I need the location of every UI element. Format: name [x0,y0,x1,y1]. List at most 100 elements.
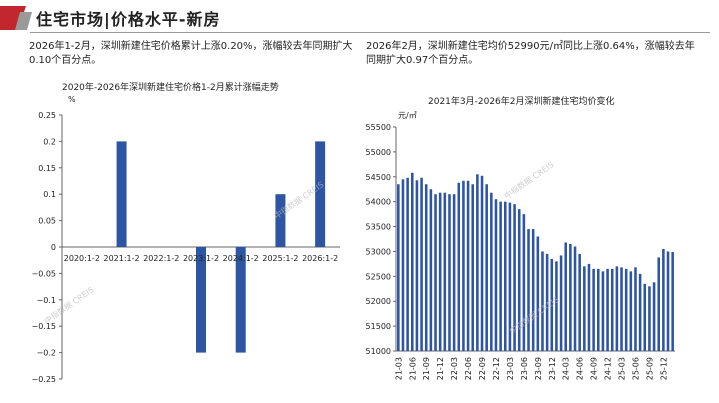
bar [569,243,572,351]
header-divider [30,32,710,33]
bar [638,273,642,351]
bar [438,192,442,351]
y-tick-label: 0 [51,243,56,252]
bar [573,246,577,351]
x-tick-label: 2024:1-2 [223,254,259,263]
y-tick-label: 0.15 [38,164,56,173]
x-tick-label: 22-12 [492,357,501,380]
bar [578,253,581,351]
bar [401,179,405,351]
x-tick-label: 25-09 [645,357,654,380]
x-tick-label: 21-09 [422,357,431,380]
right-chart: 元/㎡ 55500 55000 54500 54000 53500 53000 52500 52… [366,111,675,380]
y-axis-unit: 元/㎡ [398,111,417,120]
bar [652,282,656,351]
x-tick-label: 21-06 [408,357,417,380]
y-tick-label: −0.15 [31,322,56,331]
bar [397,184,400,351]
bar [443,192,447,351]
y-tick-label: −0.2 [37,349,56,358]
x-tick-label: 23-12 [548,357,557,380]
x-tick-label: 2025:1-2 [262,254,298,263]
bar [666,251,670,351]
bar [466,180,470,351]
bar [643,283,647,351]
bar [415,180,419,351]
bar [559,255,563,351]
bar [424,184,428,351]
x-tick-label: 2023:1-2 [183,254,219,263]
y-tick-label: 51500 [366,322,391,331]
bar [429,189,433,351]
bar [545,253,549,351]
x-tick-label: 22-09 [478,357,487,380]
y-tick-label: 53000 [366,247,391,256]
right-description: 2026年2月，深圳新建住宅均价52990元/㎡同比上涨0.64%，涨幅较去年同… [366,41,695,66]
left-chart-title: 2020年-2026年深圳新建住宅价格1-2月累计涨幅走势 [62,83,279,93]
x-tick-label: 21-12 [436,357,445,380]
bar [555,261,558,351]
x-tick-label: 22-06 [464,357,473,380]
x-tick-label: 25-12 [659,357,668,380]
x-tick-label: 24-03 [562,357,571,380]
bar [564,242,568,351]
bar [503,201,507,351]
y-tick-label: −0.1 [37,296,56,305]
bar [508,202,512,351]
x-tick-label: 2022:1-2 [143,254,179,263]
bar [648,286,651,351]
bar [434,194,437,351]
y-tick-label: 54500 [366,173,391,182]
bar [517,209,521,351]
right-chart-title: 2021年3月-2026年2月深圳新建住宅均价变化 [428,97,615,107]
bar [235,247,246,353]
y-tick-label: 51000 [366,347,391,356]
bar [583,266,586,351]
bar [462,180,465,351]
y-tick-label: 52000 [366,297,391,306]
bar [671,251,674,351]
x-tick-label: 24-09 [590,357,599,380]
bar [615,266,619,351]
bar [550,258,554,351]
bar [662,248,665,351]
bar [536,236,540,351]
bar [657,257,661,351]
x-tick-label: 23-06 [520,357,529,380]
x-tick-label: 22-03 [450,357,459,380]
bar [596,268,600,351]
y-tick-label: 0.05 [38,217,56,226]
bar [406,177,409,351]
y-tick-label: −0.05 [31,269,56,278]
left-description: 2026年1-2月，深圳新建住宅价格累计上涨0.20%，涨幅较去年同期扩大0.1… [29,41,353,66]
bar [476,174,479,351]
y-axis-unit: % [68,95,76,104]
y-tick-label: 0.25 [38,111,56,120]
bar [587,263,591,351]
bar [452,194,456,351]
page-title: 住宅市场|价格水平-新房 [36,10,221,29]
bar [541,251,544,351]
bar [634,267,637,351]
bar [410,172,414,351]
bar [420,177,423,351]
y-tick-label: 54000 [366,198,391,207]
y-tick-label: −0.25 [31,375,56,384]
header: 住宅市场|价格水平-新房 [0,0,719,34]
x-tick-label: 25-03 [618,357,627,380]
bar [275,194,286,247]
bar [116,141,127,247]
bar [315,141,326,247]
y-tick-label: 0.1 [43,190,56,199]
x-tick-label: 2026:1-2 [302,254,338,263]
x-tick-label: 23-03 [506,357,515,380]
bar [448,194,451,351]
x-tick-label: 24-06 [576,357,585,380]
logo-icon [0,6,32,30]
y-tick-label: 53500 [366,223,391,232]
bar [620,267,623,351]
bar [624,268,628,351]
bar [196,247,206,353]
bar [527,229,530,351]
bar [490,192,493,351]
